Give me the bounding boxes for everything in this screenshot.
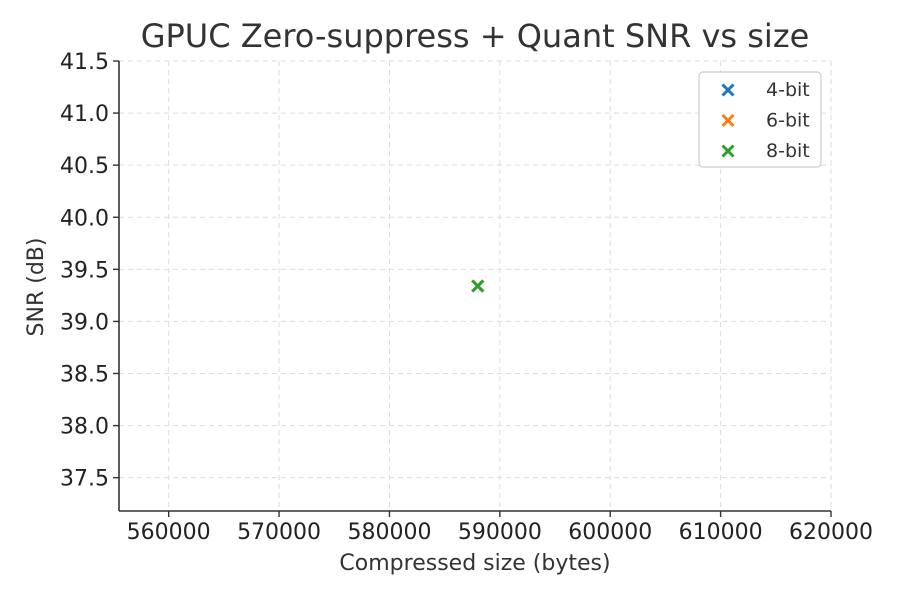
y-tick-label: 39.5: [60, 258, 109, 283]
x-tick-label: 600000: [568, 520, 652, 545]
x-tick-label: 560000: [127, 520, 211, 545]
y-axis-ticks: 37.5 38.0 38.5 39.0 39.5 40.0 40.5 41.0 41.5: [60, 50, 119, 492]
x-axis-label: Compressed size (bytes): [339, 551, 610, 576]
marker-stroke: [721, 144, 735, 158]
data-points: [471, 279, 485, 293]
chart-title: GPUC Zero-suppress + Quant SNR vs size: [141, 17, 810, 55]
legend-label-4-bit: 4-bit: [766, 79, 810, 101]
y-tick-label: 37.5: [60, 467, 109, 492]
x-tick-label: 590000: [458, 520, 542, 545]
y-axis-label: SNR (dB): [24, 238, 49, 337]
marker-stroke: [721, 113, 735, 128]
grid: [119, 60, 832, 511]
y-tick-label: 38.0: [60, 415, 109, 440]
x-axis-ticks: 560000 570000 580000 590000 600000 610000 6200…: [127, 511, 873, 545]
y-tick-label: 41.5: [60, 50, 109, 75]
y-tick-label: 40.0: [60, 206, 109, 231]
legend-label-6-bit: 6-bit: [766, 110, 810, 132]
x-tick-label: 580000: [347, 520, 431, 545]
x-tick-label: 570000: [237, 520, 321, 545]
legend-frame: [698, 71, 822, 168]
legend-label-8-bit: 8-bit: [766, 140, 810, 162]
data-point-8-bit: [471, 279, 485, 293]
legend-marker-8-bit: [721, 144, 735, 158]
marker-stroke: [721, 83, 735, 97]
marker-stroke: [471, 279, 485, 293]
y-tick-label: 40.5: [60, 154, 109, 179]
legend-marker-4-bit: [721, 83, 735, 97]
y-tick-label: 38.5: [60, 363, 109, 388]
legend-items: 4-bit 6-bit 8-bit: [721, 79, 810, 162]
legend: 4-bit 6-bit 8-bit: [698, 71, 822, 168]
legend-marker-6-bit: [721, 113, 735, 128]
x-tick-label: 610000: [679, 520, 763, 545]
axes-frame: [118, 61, 831, 512]
x-tick-label: 620000: [789, 520, 873, 545]
y-tick-label: 39.0: [60, 310, 109, 335]
y-tick-label: 41.0: [60, 102, 109, 127]
